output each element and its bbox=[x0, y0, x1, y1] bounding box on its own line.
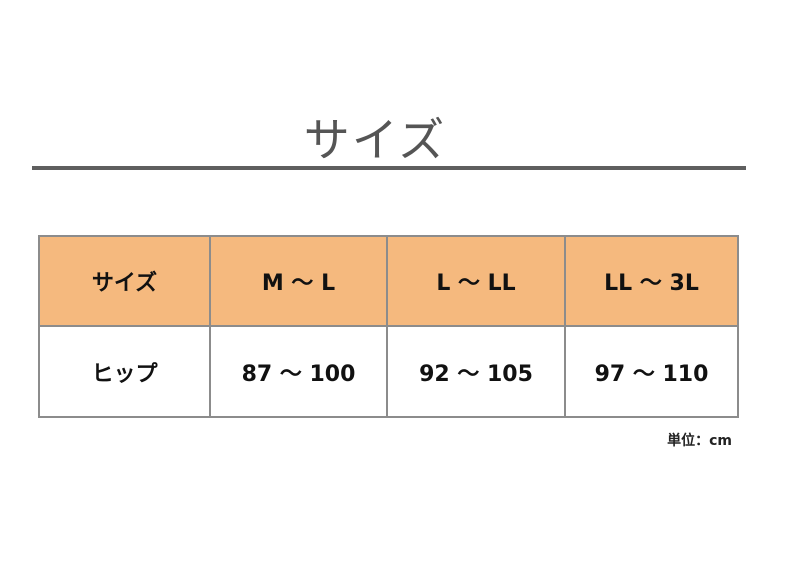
table-cell: 92 ～ 105 bbox=[386, 325, 566, 418]
table-row: ヒップ 87 ～ 100 92 ～ 105 97 ～ 110 bbox=[38, 325, 739, 418]
unit-note: 単位：cm bbox=[667, 433, 732, 449]
header-cell: LL ～ 3L bbox=[564, 235, 739, 327]
row-label-cell: ヒップ bbox=[38, 325, 211, 418]
header-cell: L ～ LL bbox=[386, 235, 566, 327]
page-title: サイズ bbox=[303, 113, 447, 167]
table-cell: 97 ～ 110 bbox=[564, 325, 739, 418]
header-cell: サイズ bbox=[38, 235, 211, 327]
table-header-row: サイズ M ～ L L ～ LL LL ～ 3L bbox=[38, 235, 739, 327]
size-table: サイズ M ～ L L ～ LL LL ～ 3L ヒップ 87 ～ 100 92… bbox=[38, 235, 739, 418]
table-cell: 87 ～ 100 bbox=[209, 325, 388, 418]
header-cell: M ～ L bbox=[209, 235, 388, 327]
title-divider bbox=[32, 166, 746, 170]
